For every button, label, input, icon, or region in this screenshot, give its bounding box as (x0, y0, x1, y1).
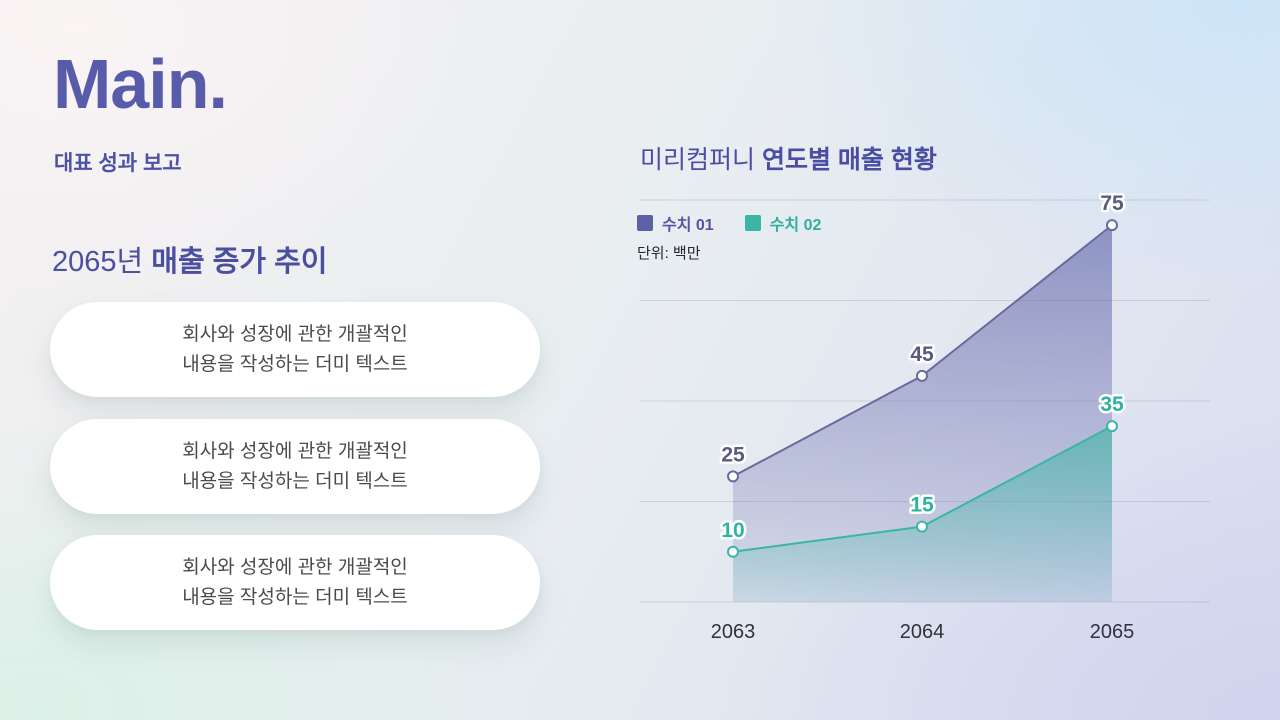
text-card: 회사와 성장에 관한 개괄적인 내용을 작성하는 더미 텍스트 (50, 302, 540, 397)
data-point (727, 470, 739, 483)
chart-title-bold: 연도별 매출 현황 (761, 146, 937, 174)
card-text-line: 내용을 작성하는 더미 텍스트 (182, 470, 408, 492)
card-text-line: 내용을 작성하는 더미 텍스트 (182, 586, 408, 608)
legend-item-series1: 수치 01 (637, 211, 714, 235)
chart-title-prefix: 미리컴퍼니 (640, 146, 762, 174)
data-label: 15 (910, 494, 934, 517)
slide-subtitle: 대표 성과 보고 (54, 152, 182, 175)
brand-logo: Main. (53, 45, 228, 123)
data-point (1106, 219, 1118, 232)
chart-legend: 수치 01 수치 02 (637, 211, 821, 235)
x-axis-label: 2064 (900, 621, 945, 643)
section-heading: 2065년 매출 증가 추이 (52, 238, 327, 280)
heading-bold: 매출 증가 추이 (151, 246, 328, 278)
card-text-line: 내용을 작성하는 더미 텍스트 (182, 353, 408, 375)
data-label: 45 (910, 343, 934, 366)
legend-label-series1: 수치 01 (662, 217, 714, 234)
data-point (1106, 420, 1118, 433)
x-axis-label: 2063 (711, 621, 756, 643)
data-label: 10 (721, 519, 744, 542)
card-text-line: 회사와 성장에 관한 개괄적인 (182, 440, 408, 462)
legend-swatch-purple (637, 215, 653, 231)
card-text-line: 회사와 성장에 관한 개괄적인 (182, 323, 408, 345)
legend-swatch-teal (744, 215, 761, 231)
data-label: 25 (721, 443, 745, 466)
data-label: 35 (1100, 393, 1124, 416)
legend-item-series2: 수치 02 (744, 211, 822, 235)
revenue-area-chart: 25 45 75 10 15 35 2063 2064 2065 (640, 190, 1210, 643)
area-series-2 (733, 426, 1112, 602)
text-card: 회사와 성장에 관한 개괄적인 내용을 작성하는 더미 텍스트 (50, 419, 540, 514)
chart-unit-label: 단위: 백만 (637, 245, 701, 262)
legend-label-series2: 수치 02 (769, 217, 822, 234)
data-point (916, 369, 928, 382)
x-axis-label: 2065 (1090, 621, 1135, 643)
card-text-line: 회사와 성장에 관한 개괄적인 (182, 556, 408, 578)
data-point (727, 545, 739, 558)
data-point (916, 520, 928, 533)
data-label: 75 (1100, 192, 1124, 215)
heading-prefix: 2065년 (52, 246, 152, 278)
chart-title: 미리컴퍼니 연도별 매출 현황 (640, 140, 937, 176)
text-card: 회사와 성장에 관한 개괄적인 내용을 작성하는 더미 텍스트 (50, 535, 540, 630)
